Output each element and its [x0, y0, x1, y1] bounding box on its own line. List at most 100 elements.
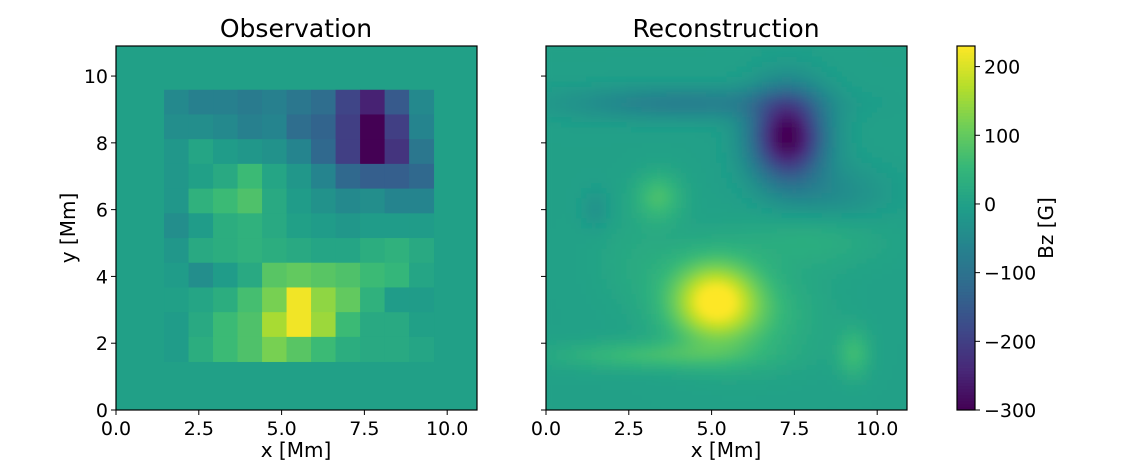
reconstruction-cell — [561, 344, 567, 350]
reconstruction-cell — [601, 71, 607, 77]
reconstruction-cell — [676, 334, 682, 340]
reconstruction-cell — [596, 389, 602, 396]
reconstruction-cell — [576, 288, 582, 295]
reconstruction-cell — [846, 298, 853, 305]
reconstruction-cell — [691, 228, 697, 234]
reconstruction-cell — [596, 293, 602, 300]
reconstruction-cell — [826, 283, 833, 290]
reconstruction-cell — [811, 177, 818, 183]
reconstruction-cell — [741, 222, 748, 229]
reconstruction-cell — [631, 238, 637, 244]
reconstruction-cell — [841, 384, 848, 391]
reconstruction-cell — [656, 217, 662, 224]
reconstruction-cell — [736, 142, 743, 148]
reconstruction-cell — [746, 66, 753, 72]
observation-x-tick-label: 0.0 — [101, 418, 131, 440]
reconstruction-cell — [566, 167, 572, 173]
reconstruction-cell — [771, 364, 778, 371]
reconstruction-cell — [586, 162, 592, 168]
reconstruction-cell — [566, 258, 572, 264]
reconstruction-cell — [851, 106, 858, 113]
reconstruction-cell — [866, 288, 873, 295]
reconstruction-cell — [671, 389, 677, 396]
reconstruction-cell — [586, 329, 592, 335]
reconstruction-cell — [871, 359, 878, 365]
reconstruction-cell — [596, 222, 602, 229]
reconstruction-cell — [766, 364, 773, 371]
reconstruction-cell — [616, 46, 622, 52]
reconstruction-cell — [581, 126, 587, 133]
reconstruction-cell — [751, 51, 758, 57]
reconstruction-cell — [856, 258, 863, 264]
observation-cell — [286, 163, 312, 189]
reconstruction-cell — [561, 121, 567, 128]
reconstruction-cell — [686, 222, 692, 229]
reconstruction-cell — [546, 152, 552, 158]
observation-x-tick-label: 7.5 — [349, 418, 379, 440]
reconstruction-cell — [861, 248, 868, 254]
reconstruction-cell — [721, 233, 727, 239]
reconstruction-cell — [636, 344, 642, 350]
reconstruction-cell — [581, 243, 587, 249]
reconstruction-cell — [771, 222, 778, 229]
reconstruction-cell — [631, 207, 637, 214]
reconstruction-cell — [846, 258, 853, 264]
reconstruction-cell — [626, 137, 632, 143]
reconstruction-cell — [671, 61, 677, 67]
reconstruction-cell — [611, 142, 617, 148]
reconstruction-cell — [576, 349, 582, 355]
reconstruction-cell — [561, 298, 567, 305]
reconstruction-cell — [816, 278, 823, 285]
reconstruction-cell — [791, 303, 798, 310]
reconstruction-cell — [851, 308, 858, 315]
reconstruction-cell — [611, 379, 617, 386]
reconstruction-cell — [806, 56, 813, 62]
reconstruction-cell — [791, 319, 798, 325]
reconstruction-cell — [676, 248, 682, 254]
reconstruction-cell — [556, 283, 562, 290]
reconstruction-cell — [626, 222, 632, 229]
reconstruction-cell — [711, 91, 717, 98]
reconstruction-cell — [571, 313, 577, 320]
reconstruction-cell — [801, 126, 808, 133]
reconstruction-cell — [801, 313, 808, 320]
reconstruction-cell — [661, 61, 667, 67]
reconstruction-cell — [771, 233, 778, 239]
reconstruction-cell — [811, 131, 818, 138]
reconstruction-cell — [761, 51, 768, 57]
reconstruction-cell — [741, 106, 748, 113]
reconstruction-cell — [711, 404, 717, 410]
reconstruction-cell — [766, 172, 773, 178]
reconstruction-cell — [871, 71, 878, 77]
reconstruction-cell — [596, 172, 602, 178]
reconstruction-cell — [821, 364, 828, 371]
reconstruction-cell — [721, 394, 727, 401]
reconstruction-cell — [596, 399, 602, 406]
reconstruction-cell — [571, 379, 577, 386]
reconstruction-cell — [596, 147, 602, 153]
reconstruction-cell — [726, 91, 733, 98]
reconstruction-cell — [611, 157, 617, 163]
reconstruction-cell — [796, 56, 803, 62]
reconstruction-cell — [766, 71, 773, 77]
reconstruction-cell — [666, 329, 672, 335]
reconstruction-cell — [751, 121, 758, 128]
reconstruction-cell — [651, 157, 657, 163]
reconstruction-cell — [701, 404, 707, 410]
reconstruction-cell — [786, 71, 793, 77]
reconstruction-cell — [701, 51, 707, 57]
reconstruction-cell — [846, 66, 853, 72]
reconstruction-cell — [816, 217, 823, 224]
reconstruction-cell — [646, 324, 652, 330]
reconstruction-cell — [546, 116, 552, 123]
reconstruction-cell — [796, 389, 803, 396]
reconstruction-cell — [686, 142, 692, 148]
reconstruction-cell — [561, 399, 567, 406]
reconstruction-cell — [646, 116, 652, 123]
reconstruction-cell — [646, 192, 652, 199]
reconstruction-cell — [626, 192, 632, 199]
reconstruction-cell — [846, 399, 853, 406]
reconstruction-cell — [576, 404, 582, 410]
reconstruction-cell — [561, 258, 567, 264]
reconstruction-cell — [696, 303, 702, 310]
